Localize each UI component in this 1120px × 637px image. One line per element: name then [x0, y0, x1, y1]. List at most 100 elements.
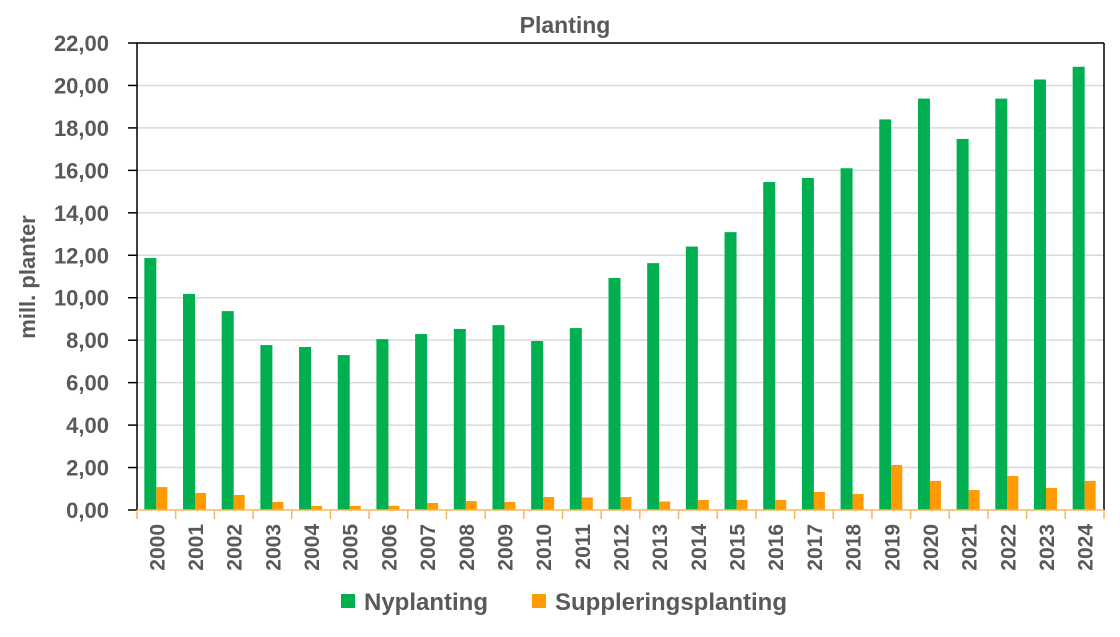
chart-title: Planting	[520, 12, 611, 38]
bar-nyplanting	[801, 178, 814, 511]
bar-nyplanting	[183, 293, 196, 510]
x-tick-label: 2013	[649, 524, 672, 571]
x-tick-label: 2000	[146, 524, 169, 571]
bar-nyplanting	[956, 138, 969, 510]
bar-nyplanting	[569, 328, 582, 510]
bar-nyplanting	[299, 346, 312, 510]
x-tick-label: 2003	[262, 524, 285, 571]
y-tick-labels: 0,00 2,00 4,00 6,00 8,00 10,00 12,00 14,00 16,00…	[54, 31, 109, 523]
bar-suppleringsplanting	[465, 501, 477, 510]
x-tick-label: 2009	[494, 524, 517, 571]
y-tick-label: 14,00	[54, 201, 109, 226]
bar-suppleringsplanting	[852, 494, 864, 510]
bar-nyplanting	[453, 328, 466, 510]
x-tick-label: 2005	[340, 524, 363, 571]
x-tick-label: 2017	[804, 524, 827, 571]
bar-suppleringsplanting	[311, 505, 323, 510]
legend-swatch-suppleringsplanting	[532, 594, 546, 608]
bar-nyplanting	[647, 263, 660, 510]
y-tick-label: 4,00	[66, 413, 109, 438]
bar-suppleringsplanting	[233, 494, 245, 510]
axes	[128, 42, 1105, 519]
x-tick-label: 2011	[572, 524, 595, 570]
x-tick-label: 2019	[881, 524, 904, 571]
x-tick-label: 2022	[997, 524, 1020, 571]
bar-nyplanting	[144, 258, 157, 510]
y-tick-label: 12,00	[54, 243, 109, 268]
bar-nyplanting	[376, 339, 389, 510]
bar-suppleringsplanting	[620, 497, 632, 510]
legend-swatch-nyplanting	[341, 594, 355, 608]
x-tick-label: 2024	[1075, 524, 1098, 571]
bar-suppleringsplanting	[272, 501, 284, 510]
x-tick-label: 2015	[727, 524, 750, 571]
bar-suppleringsplanting	[775, 500, 787, 510]
bar-suppleringsplanting	[891, 464, 903, 510]
legend: Nyplanting Suppleringsplanting	[341, 589, 787, 616]
x-tick-label: 2006	[378, 524, 401, 571]
bar-suppleringsplanting	[388, 505, 400, 510]
bar-suppleringsplanting	[195, 493, 207, 510]
bar-nyplanting	[260, 345, 273, 510]
bar-nyplanting	[608, 277, 621, 510]
y-tick-label: 18,00	[54, 116, 109, 141]
bar-nyplanting	[337, 355, 350, 510]
y-tick-label: 2,00	[66, 456, 109, 481]
x-tick-label: 2010	[533, 524, 556, 571]
y-tick-label: 22,00	[54, 31, 109, 56]
x-tick-label: 2012	[611, 524, 634, 571]
x-tick-label: 2018	[843, 524, 866, 571]
legend-label-suppleringsplanting: Suppleringsplanting	[555, 589, 787, 616]
bar-suppleringsplanting	[736, 500, 748, 510]
bar-suppleringsplanting	[1045, 487, 1057, 510]
x-tick-label: 2021	[959, 524, 982, 571]
bar-suppleringsplanting	[504, 501, 516, 510]
bar-nyplanting	[879, 119, 892, 510]
bar-suppleringsplanting	[581, 497, 593, 510]
bar-nyplanting	[685, 246, 698, 510]
x-tick-label: 2020	[920, 524, 943, 571]
bar-nyplanting	[724, 232, 737, 510]
x-tick-label: 2016	[765, 524, 788, 571]
x-tick-label: 2008	[456, 524, 479, 571]
bar-suppleringsplanting	[427, 502, 439, 510]
bar-nyplanting	[763, 182, 776, 510]
bar-suppleringsplanting	[349, 505, 361, 510]
bar-suppleringsplanting	[697, 500, 709, 510]
bar-suppleringsplanting	[929, 480, 941, 510]
x-tick-label: 2004	[301, 524, 324, 571]
bar-nyplanting	[415, 334, 428, 510]
x-tick-labels: 2000 2001 2002 2003 2004 2005 2006 2007 2008 2009…	[146, 524, 1097, 571]
y-axis-label: mill. planter	[15, 215, 40, 339]
x-tick-label: 2001	[185, 524, 208, 571]
bar-suppleringsplanting	[968, 490, 980, 510]
bar-nyplanting	[995, 98, 1008, 511]
bar-suppleringsplanting	[543, 497, 555, 510]
x-tick-label: 2007	[417, 524, 440, 571]
bar-suppleringsplanting	[659, 501, 671, 510]
bar-suppleringsplanting	[1084, 480, 1096, 510]
bar-nyplanting	[1033, 79, 1046, 510]
bar-suppleringsplanting	[156, 487, 168, 510]
bar-suppleringsplanting	[813, 491, 825, 510]
bar-nyplanting	[840, 168, 853, 510]
x-tick-label: 2023	[1036, 524, 1059, 571]
y-tick-label: 16,00	[54, 158, 109, 183]
bar-nyplanting	[1072, 66, 1085, 511]
bar-suppleringsplanting	[1007, 476, 1019, 510]
y-tick-label: 6,00	[66, 371, 109, 396]
y-tick-label: 8,00	[66, 328, 109, 353]
bar-nyplanting	[492, 325, 505, 510]
bar-nyplanting	[917, 98, 930, 511]
bars	[144, 66, 1096, 511]
x-tick-label: 2014	[688, 524, 711, 571]
y-tick-label: 10,00	[54, 286, 109, 311]
bar-nyplanting	[531, 341, 544, 510]
x-tick-label: 2002	[224, 524, 247, 571]
legend-label-nyplanting: Nyplanting	[364, 589, 488, 616]
bar-nyplanting	[221, 311, 234, 510]
y-tick-label: 20,00	[54, 73, 109, 98]
y-tick-label: 0,00	[66, 498, 109, 523]
